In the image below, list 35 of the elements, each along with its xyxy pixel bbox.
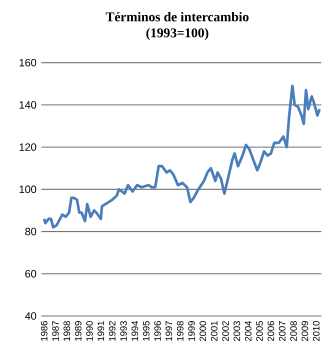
x-tick-label: 2010 xyxy=(312,321,320,342)
x-tick-label: 2008 xyxy=(290,321,297,342)
y-tick-label: 160 xyxy=(20,58,36,66)
y-tick-label: 60 xyxy=(25,270,36,278)
x-tick-label: 2005 xyxy=(256,321,263,342)
x-tick-label: 2009 xyxy=(302,321,308,342)
line-series xyxy=(42,84,321,229)
y-tick-label: 140 xyxy=(20,101,36,109)
x-tick-label: 1987 xyxy=(52,321,59,341)
x-tick-label: 1990 xyxy=(86,321,93,341)
x-tick-label: 1999 xyxy=(188,321,195,341)
x-tick-label: 1994 xyxy=(132,320,138,341)
x-tick-label: 1995 xyxy=(142,321,150,341)
x-tick-label: 2003 xyxy=(234,321,240,342)
x-tick-label: 2000 xyxy=(200,321,206,342)
chart-title: Términos de intercambio xyxy=(106,12,249,22)
x-tick-label: 1988 xyxy=(64,321,70,341)
x-tick-label: 1989 xyxy=(74,321,82,341)
x-tick-label: 2002 xyxy=(222,321,229,342)
chart-subtitle: (1993=100) xyxy=(146,28,208,40)
x-tick-label: 1997 xyxy=(166,321,172,341)
x-tick-label: 1993 xyxy=(120,321,127,341)
y-tick-label: 80 xyxy=(25,228,36,236)
x-tick-label: 1991 xyxy=(98,321,104,341)
x-tick-label: 1992 xyxy=(108,321,116,341)
y-tick-label: 100 xyxy=(20,186,36,194)
x-tick-label: 2001 xyxy=(210,321,218,342)
x-tick-label: 2007 xyxy=(278,321,286,342)
x-tick-label: 2006 xyxy=(268,321,274,342)
x-tick-label: 2004 xyxy=(244,320,252,342)
y-tick-label: 120 xyxy=(20,143,36,151)
x-tick-label: 1998 xyxy=(176,321,184,341)
x-tick-label: 1996 xyxy=(154,321,161,341)
y-tick-label: 40 xyxy=(25,312,36,320)
x-tick-label: 1986 xyxy=(40,321,48,341)
